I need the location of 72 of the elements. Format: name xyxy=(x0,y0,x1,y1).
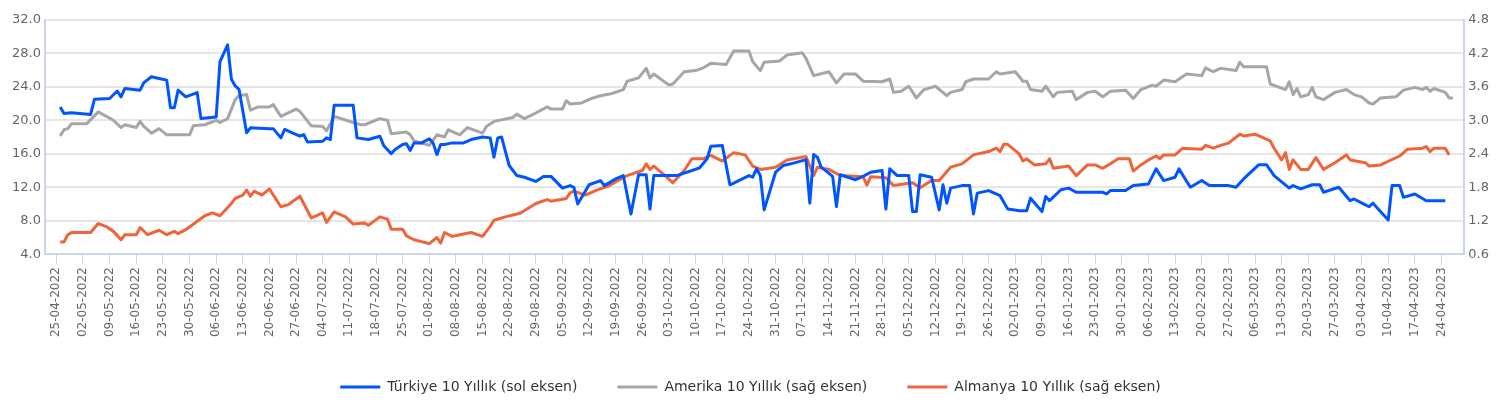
x-tick-label: 31-10-2022 xyxy=(767,267,782,338)
x-tick-label: 26-09-2022 xyxy=(634,267,649,338)
y-tick-label: 8.0 xyxy=(20,212,41,228)
x-tick-label: 17-04-2023 xyxy=(1406,267,1421,338)
x-tick-label: 06-06-2022 xyxy=(208,267,223,338)
legend-label: Almanya 10 Yıllık (sağ eksen) xyxy=(954,377,1161,394)
y-tick-label: 20.0 xyxy=(11,111,41,127)
legend-label: Türkiye 10 Yıllık (sol eksen) xyxy=(386,377,578,394)
x-tick-label: 16-05-2022 xyxy=(128,267,143,338)
x-tick-label: 30-01-2023 xyxy=(1113,267,1128,338)
x-tick-label: 09-05-2022 xyxy=(101,267,116,338)
x-tick-label: 06-03-2023 xyxy=(1247,267,1262,338)
x-tick-label: 25-07-2022 xyxy=(394,267,409,338)
x-tick-label: 10-04-2023 xyxy=(1380,267,1395,338)
x-tick-label: 19-12-2022 xyxy=(954,267,969,338)
x-tick-label: 16-01-2023 xyxy=(1060,267,1075,338)
x-tick-label: 12-12-2022 xyxy=(927,267,942,338)
x-tick-label: 02-05-2022 xyxy=(75,267,90,338)
x-tick-label: 20-02-2023 xyxy=(1193,267,1208,338)
y2-tick-label: 3.0 xyxy=(1468,111,1490,127)
x-tick-label: 25-04-2022 xyxy=(48,267,63,338)
x-tick-label: 24-10-2022 xyxy=(741,267,756,338)
x-tick-label: 03-10-2022 xyxy=(661,267,676,338)
x-tick-label: 15-08-2022 xyxy=(474,267,489,338)
x-tick-label: 27-03-2023 xyxy=(1327,267,1342,338)
x-tick-label: 06-02-2023 xyxy=(1140,267,1155,338)
x-tick-label: 08-08-2022 xyxy=(448,267,463,338)
y2-tick-label: 3.6 xyxy=(1468,78,1490,94)
x-tick-label: 28-11-2022 xyxy=(874,267,889,338)
x-tick-label: 12-09-2022 xyxy=(581,267,596,338)
x-tick-label: 10-10-2022 xyxy=(687,267,702,338)
x-tick-label: 19-09-2022 xyxy=(607,267,622,338)
x-tick-label: 27-02-2023 xyxy=(1220,267,1235,338)
y2-tick-label: 1.2 xyxy=(1468,212,1490,228)
x-tick-label: 21-11-2022 xyxy=(847,267,862,338)
y2-tick-label: 4.8 xyxy=(1468,11,1490,27)
x-tick-label: 26-12-2022 xyxy=(980,267,995,338)
y-tick-label: 12.0 xyxy=(11,178,41,194)
x-tick-label: 13-06-2022 xyxy=(234,267,249,338)
x-tick-label: 11-07-2022 xyxy=(341,267,356,338)
x-tick-label: 01-08-2022 xyxy=(421,267,436,338)
x-tick-label: 23-01-2023 xyxy=(1087,267,1102,338)
x-tick-label: 23-05-2022 xyxy=(155,267,170,338)
x-tick-label: 20-06-2022 xyxy=(261,267,276,338)
x-tick-label: 05-12-2022 xyxy=(900,267,915,338)
y2-tick-label: 2.4 xyxy=(1468,145,1490,161)
y-tick-label: 24.0 xyxy=(11,78,41,94)
x-tick-label: 05-09-2022 xyxy=(554,267,569,338)
x-tick-label: 13-02-2023 xyxy=(1167,267,1182,338)
y-tick-label: 32.0 xyxy=(11,11,41,27)
x-tick-label: 30-05-2022 xyxy=(181,267,196,338)
x-tick-label: 04-07-2022 xyxy=(314,267,329,338)
x-tick-label: 02-01-2023 xyxy=(1007,267,1022,338)
y-tick-label: 28.0 xyxy=(11,44,41,60)
x-tick-label: 13-03-2023 xyxy=(1273,267,1288,338)
y2-tick-label: 1.8 xyxy=(1468,178,1490,194)
x-tick-label: 18-07-2022 xyxy=(368,267,383,338)
x-tick-label: 20-03-2023 xyxy=(1300,267,1315,338)
x-tick-label: 07-11-2022 xyxy=(794,267,809,338)
y2-tick-label: 4.2 xyxy=(1468,44,1490,60)
y-tick-label: 4.0 xyxy=(20,245,41,261)
y-tick-label: 16.0 xyxy=(11,145,41,161)
x-tick-label: 03-04-2023 xyxy=(1353,267,1368,338)
x-tick-label: 22-08-2022 xyxy=(501,267,516,338)
x-tick-label: 29-08-2022 xyxy=(527,267,542,338)
y2-tick-label: 0.6 xyxy=(1468,245,1490,261)
x-tick-label: 14-11-2022 xyxy=(820,267,835,338)
x-tick-label: 27-06-2022 xyxy=(288,267,303,338)
x-tick-label: 24-04-2023 xyxy=(1433,267,1448,338)
x-tick-label: 17-10-2022 xyxy=(714,267,729,338)
legend-label: Amerika 10 Yıllık (sağ eksen) xyxy=(664,377,868,394)
x-tick-label: 09-01-2023 xyxy=(1034,267,1049,338)
